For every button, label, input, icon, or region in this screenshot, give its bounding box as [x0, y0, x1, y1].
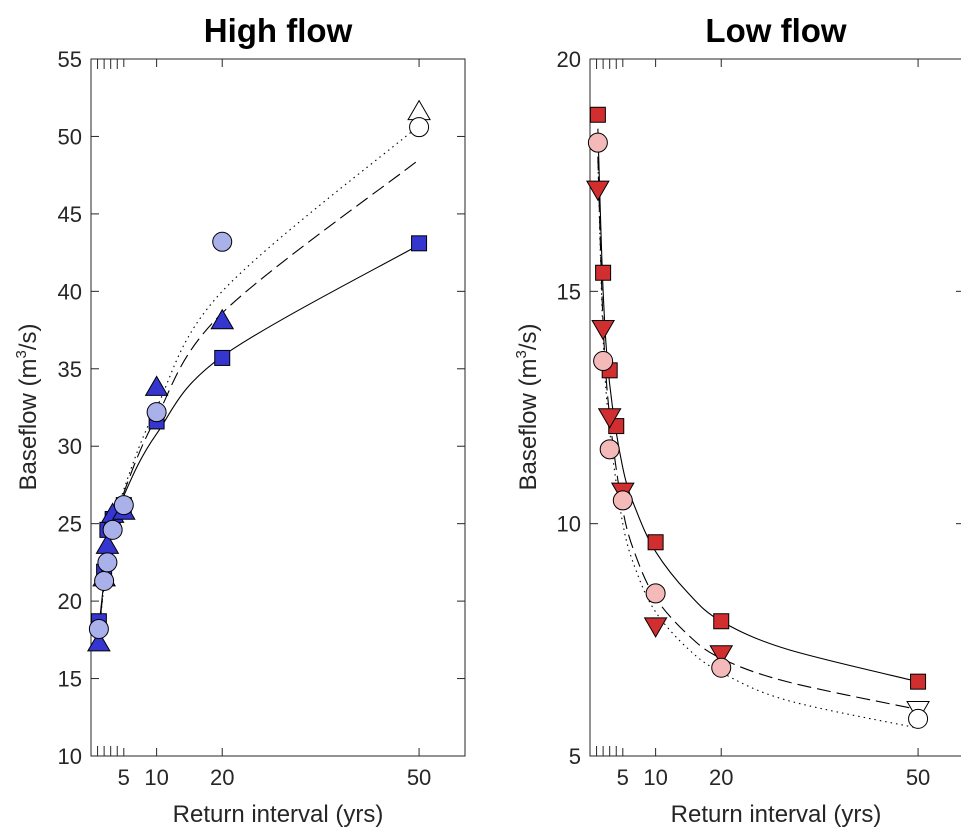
x-tick-label: 10: [643, 765, 667, 790]
x-tick-label: 50: [407, 765, 431, 790]
data-point-circle: [212, 231, 233, 252]
data-point-triangle-up: [210, 308, 235, 330]
data-point-triangle-down: [643, 617, 668, 638]
fit-curve-dashed: [597, 156, 919, 711]
y-tick-label: 25: [58, 512, 82, 537]
data-points: [87, 99, 431, 652]
data-point-triangle-up: [87, 630, 111, 652]
y-tick-label: 55: [58, 47, 82, 72]
y-tick-label: 40: [58, 279, 82, 304]
x-axis-label: Return interval (yrs): [173, 801, 384, 828]
plot-area-frame: [90, 58, 466, 757]
data-point-triangle-down: [597, 408, 622, 429]
data-point-triangle-down: [709, 645, 734, 666]
y-tick-label: 30: [58, 434, 82, 459]
y-tick-label: 15: [58, 667, 82, 692]
x-tick-label: 20: [210, 765, 234, 790]
fit-curve-solid: [597, 128, 919, 683]
chart-title: High flow: [204, 12, 353, 49]
y-axis-label-superscript: 3: [513, 350, 530, 358]
y-tick-label: 50: [58, 124, 82, 149]
data-point-triangle-up: [144, 375, 169, 396]
data-point-square: [595, 264, 612, 281]
x-tick-label: 10: [144, 765, 168, 790]
low-flow-chart: Low flow 5 10 20 50 5 10 15 20 Return interval…: [513, 12, 961, 828]
x-axis-ticks: 5 10 20 50: [596, 59, 930, 790]
data-point-triangle-down: [586, 180, 610, 202]
y-axis-label-tail: /s): [515, 323, 542, 350]
y-tick-label: 20: [58, 589, 82, 614]
data-point-circle: [645, 583, 666, 604]
y-axis-label: Baseflow (m3/s): [513, 323, 542, 490]
data-point-circle: [711, 657, 732, 678]
data-point-circle: [88, 618, 109, 639]
fit-curves: [98, 125, 420, 636]
plot-area-frame: [589, 58, 961, 757]
y-tick-label: 20: [557, 47, 581, 72]
y-tick-label: 10: [557, 512, 581, 537]
y-tick-label: 45: [58, 202, 82, 227]
data-points: [586, 106, 930, 729]
x-tick-label: 5: [118, 765, 130, 790]
data-point-circle: [113, 495, 134, 516]
fit-curve-dotted: [597, 161, 919, 729]
y-axis-label-superscript: 3: [13, 350, 30, 358]
y-axis-label-main: Baseflow (m: [15, 358, 42, 490]
y-axis-ticks: 5 10 15 20: [557, 47, 961, 769]
data-point-circle: [599, 439, 620, 460]
y-tick-label: 15: [557, 279, 581, 304]
high-flow-chart: High flow 5 10 20 50 10 15 20 25 30 35 40 45 50 55 R…: [13, 12, 466, 828]
x-tick-label: 20: [709, 765, 733, 790]
data-point-circle: [409, 117, 430, 138]
fit-curves: [597, 128, 919, 729]
y-axis-label-tail: /s): [15, 323, 42, 350]
data-point-square: [214, 349, 231, 366]
x-tick-label: 5: [617, 765, 629, 790]
y-axis-label-main: Baseflow (m: [515, 358, 542, 490]
data-point-circle: [97, 552, 118, 573]
data-point-circle: [587, 132, 608, 153]
data-point-square: [713, 613, 730, 630]
data-point-square: [411, 235, 428, 252]
y-tick-label: 10: [58, 744, 82, 769]
data-point-square: [910, 673, 927, 690]
y-tick-label: 5: [569, 744, 581, 769]
y-tick-label: 35: [58, 357, 82, 382]
chart-title: Low flow: [705, 12, 846, 49]
fit-curve-dotted: [98, 125, 420, 636]
data-point-circle: [612, 490, 633, 511]
data-point-square: [647, 534, 664, 551]
y-axis-label: Baseflow (m3/s): [13, 323, 42, 490]
data-point-triangle-down: [591, 320, 615, 341]
data-point-circle: [908, 708, 929, 729]
data-point-circle: [146, 402, 167, 423]
x-tick-label: 50: [906, 765, 930, 790]
data-point-circle: [102, 519, 123, 540]
x-axis-ticks: 5 10 20 50: [97, 59, 431, 790]
data-point-triangle-up: [407, 99, 431, 121]
data-point-square: [589, 106, 606, 123]
data-point-circle: [593, 351, 614, 372]
x-axis-label: Return interval (yrs): [671, 801, 882, 828]
fit-curve-dashed: [98, 159, 420, 633]
data-point-circle: [94, 570, 115, 591]
y-axis-ticks: 10 15 20 25 30 35 40 45 50 55: [58, 47, 465, 769]
